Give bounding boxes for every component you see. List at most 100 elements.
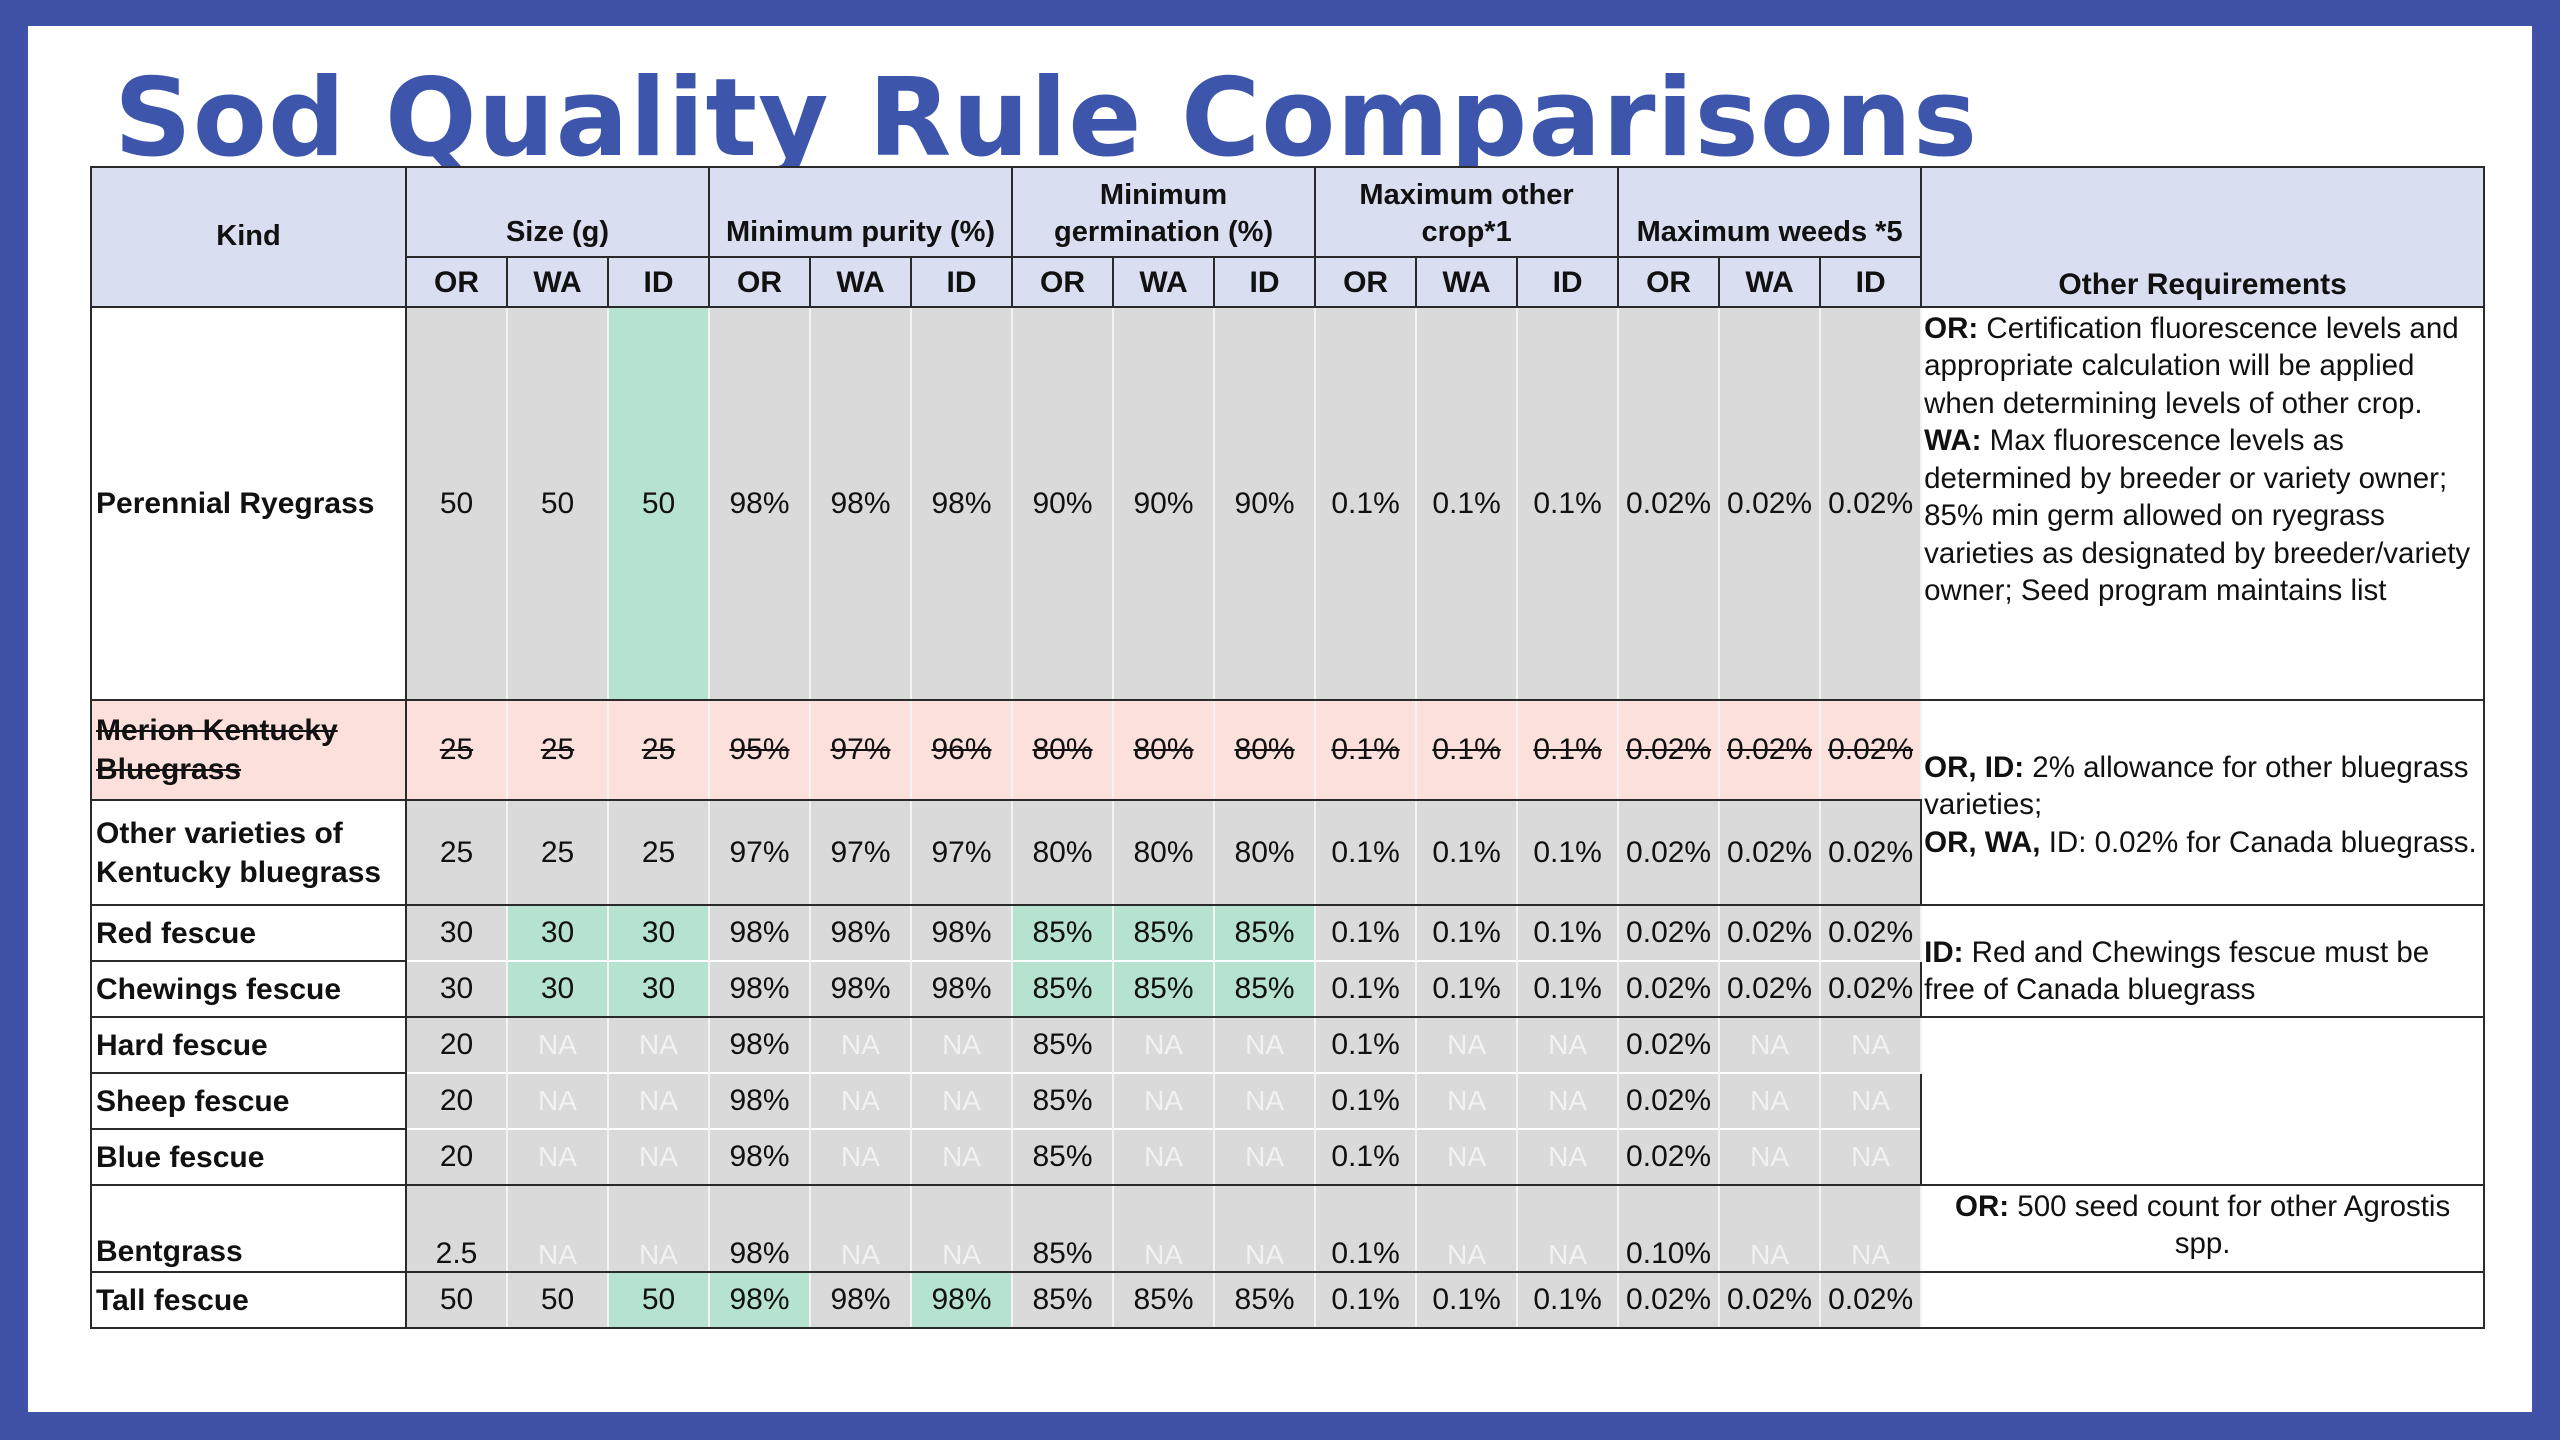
other-requirements-cell: ID: Red and Chewings fescue must be free… [1920, 904, 2486, 1018]
header-state-id: ID [909, 256, 1014, 308]
value-cell: 20 [405, 1129, 508, 1186]
value-cell: 0.1% [1415, 961, 1519, 1018]
kind-cell: Blue fescue [90, 1128, 407, 1186]
value-cell: 0.02% [1718, 1271, 1822, 1329]
value-cell: 98% [809, 904, 912, 961]
value-cell: 90% [1213, 306, 1317, 701]
value-cell: NA [809, 1129, 912, 1186]
header-state-id: ID [607, 256, 710, 308]
value-cell: 97% [708, 799, 811, 906]
value-cell: 85% [1213, 961, 1317, 1018]
value-cell: 50 [405, 306, 508, 701]
value-cell: 97% [809, 799, 912, 906]
other-requirements-cell [1920, 1016, 2486, 1186]
value-cell: 0.02% [1718, 904, 1822, 961]
header-state-wa: WA [1415, 256, 1519, 308]
value-cell: NA [506, 1129, 609, 1186]
value-cell: NA [506, 1016, 609, 1073]
value-cell: 85% [1011, 1271, 1115, 1329]
kind-cell: Chewings fescue [90, 960, 407, 1018]
value-cell: 0.1% [1516, 1271, 1620, 1329]
table-row: Sheep fescue 20 NA NA 98% NA NA 85% NA NA 0.1% NA NA… [90, 1072, 2484, 1130]
table-row: Red fescue 30 30 30 98% 98% 98% 85% 85% 85% 0.1% 0.… [90, 904, 2486, 1018]
value-cell: 30 [607, 961, 710, 1018]
value-cell: 98% [708, 1016, 811, 1073]
value-cell: 98% [909, 306, 1014, 701]
value-cell: 97% [909, 799, 1014, 906]
value-cell: NA [1516, 1073, 1620, 1129]
value-cell: 50 [607, 1271, 710, 1329]
value-cell: 98% [909, 961, 1014, 1018]
value-cell: 98% [708, 1271, 811, 1329]
value-cell: 85% [1112, 904, 1216, 961]
value-cell: 98% [909, 1271, 1014, 1329]
value-cell: NA [506, 1073, 609, 1129]
value-cell: 85% [1011, 904, 1115, 961]
value-cell: 25 [607, 799, 710, 906]
value-cell: 50 [506, 306, 609, 701]
header-state-wa: WA [809, 256, 912, 308]
header-kind: Kind [90, 166, 407, 308]
header-state-or: OR [1617, 256, 1721, 308]
requirement-text: 2% allowance for other bluegrass varieti… [1924, 751, 2469, 822]
value-cell: NA [607, 1184, 710, 1273]
value-cell: 0.1% [1415, 1271, 1519, 1329]
requirement-label: WA: [1924, 424, 1982, 458]
header-state-or: OR [1011, 256, 1115, 308]
value-cell: NA [1718, 1184, 1822, 1273]
value-cell: NA [607, 1073, 710, 1129]
value-cell: 98% [809, 961, 912, 1018]
value-cell: 85% [1011, 1184, 1115, 1273]
value-cell: 0.1% [1314, 1271, 1418, 1329]
value-cell: NA [1718, 1073, 1822, 1129]
value-cell: 98% [809, 306, 912, 701]
value-cell: NA [1415, 1016, 1519, 1073]
value-cell: 0.02% [1617, 699, 1721, 801]
other-requirements-cell: OR: 500 seed count for other Agrostis sp… [1920, 1184, 2486, 1273]
value-cell: 80% [1112, 699, 1216, 801]
header-other-requirements: Other Requirements [1920, 166, 2486, 308]
value-cell: 50 [607, 306, 710, 701]
requirement-text: Red and Chewings fescue must be free of … [1924, 936, 2430, 1007]
value-cell: NA [607, 1016, 710, 1073]
value-cell: 30 [506, 904, 609, 961]
table-row: Blue fescue 20 NA NA 98% NA NA 85% NA NA 0.1% NA NA 0… [90, 1128, 2484, 1186]
value-cell: NA [1718, 1129, 1822, 1186]
value-cell: 0.02% [1718, 799, 1822, 906]
requirement-label: ID: [1924, 936, 1964, 969]
value-cell: 25 [405, 699, 508, 801]
slide: Sod Quality Rule Comparisons Kind Size (… [28, 26, 2532, 1412]
value-cell: 30 [607, 904, 710, 961]
value-cell: 0.02% [1617, 1073, 1721, 1129]
value-cell: 0.02% [1819, 306, 1923, 701]
value-cell: 30 [405, 904, 508, 961]
value-cell: 85% [1213, 904, 1317, 961]
value-cell: 96% [909, 699, 1014, 801]
value-cell: 98% [708, 306, 811, 701]
value-cell: 98% [708, 904, 811, 961]
value-cell: 25 [607, 699, 710, 801]
value-cell: 0.02% [1617, 1016, 1721, 1073]
value-cell: 0.1% [1314, 1129, 1418, 1186]
value-cell: NA [1112, 1073, 1216, 1129]
value-cell: NA [809, 1016, 912, 1073]
kind-cell: Red fescue [90, 904, 407, 962]
value-cell: NA [1415, 1073, 1519, 1129]
table-row: Bentgrass 2.5 NA NA 98% NA NA 85% NA NA 0.1% NA NA 0.… [90, 1184, 2486, 1273]
value-cell: 25 [506, 699, 609, 801]
value-cell: 85% [1112, 1271, 1216, 1329]
value-cell: NA [1516, 1129, 1620, 1186]
value-cell: 98% [708, 961, 811, 1018]
header-state-or: OR [1314, 256, 1418, 308]
value-cell: 80% [1112, 799, 1216, 906]
value-cell: 97% [809, 699, 912, 801]
value-cell: 25 [506, 799, 609, 906]
value-cell: 0.1% [1516, 799, 1620, 906]
value-cell: 0.1% [1516, 904, 1620, 961]
header-max-other-crop: Maximum other crop*1 [1314, 166, 1620, 258]
value-cell: NA [1516, 1016, 1620, 1073]
value-cell: 0.10% [1617, 1184, 1721, 1273]
table-row: Merion Kentucky Bluegrass 25 25 25 95% 97% 96%… [90, 699, 2486, 906]
header-state-wa: WA [1718, 256, 1822, 308]
value-cell: 0.1% [1314, 961, 1418, 1018]
